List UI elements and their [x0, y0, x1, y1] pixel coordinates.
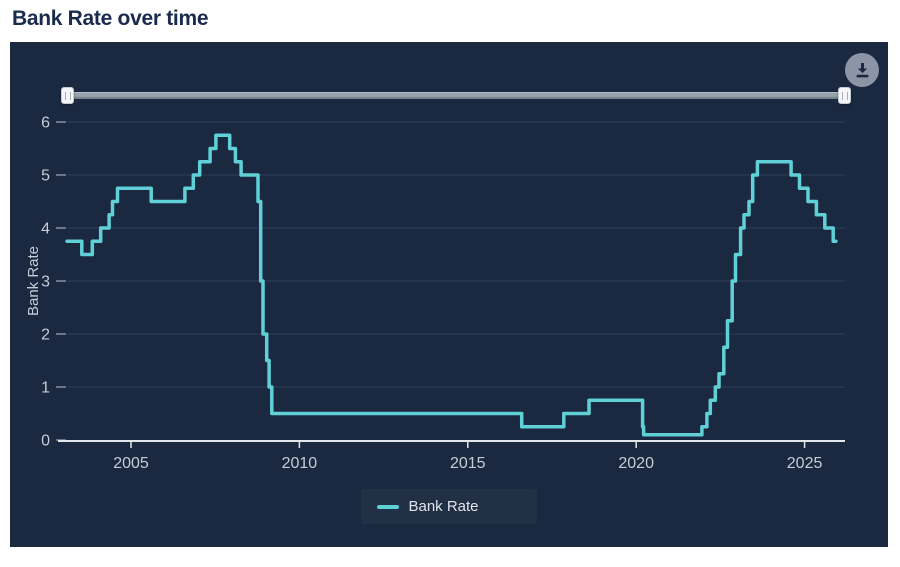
legend-line-swatch [377, 504, 400, 509]
y-tick-label: 3 [41, 274, 50, 291]
range-slider-handle-right[interactable] [838, 87, 851, 104]
chart-canvas: 0 1 2 3 4 5 6 2005 2010 2015 2020 2025 Bank Rate [25, 115, 845, 472]
x-tick-label: 2015 [450, 455, 486, 472]
page-title: Bank Rate over time [12, 7, 209, 30]
y-tick-label: 2 [41, 327, 50, 344]
y-tick-label: 6 [41, 115, 50, 132]
x-tick-label: 2010 [282, 455, 318, 472]
y-axis-title: Bank Rate [25, 246, 42, 316]
y-tick-label: 1 [41, 380, 50, 397]
legend: Bank Rate [10, 489, 888, 524]
y-tick-label: 0 [41, 433, 50, 450]
x-tick-label: 2005 [113, 455, 149, 472]
chart-panel: 0 1 2 3 4 5 6 2005 2010 2015 2020 2025 Bank Rate Ban… [10, 42, 888, 547]
legend-label: Bank Rate [408, 498, 479, 515]
download-icon [856, 63, 868, 78]
legend-item-bank-rate[interactable]: Bank Rate [361, 489, 536, 524]
x-tick-label: 2025 [787, 455, 823, 472]
download-button[interactable] [845, 53, 879, 87]
y-tick-label: 5 [41, 168, 50, 185]
range-slider-handle-left[interactable] [61, 87, 74, 104]
range-slider-track[interactable] [67, 92, 845, 99]
y-tick-label: 4 [41, 221, 50, 238]
x-tick-label: 2020 [618, 455, 654, 472]
series-line-bank-rate[interactable] [65, 133, 838, 437]
